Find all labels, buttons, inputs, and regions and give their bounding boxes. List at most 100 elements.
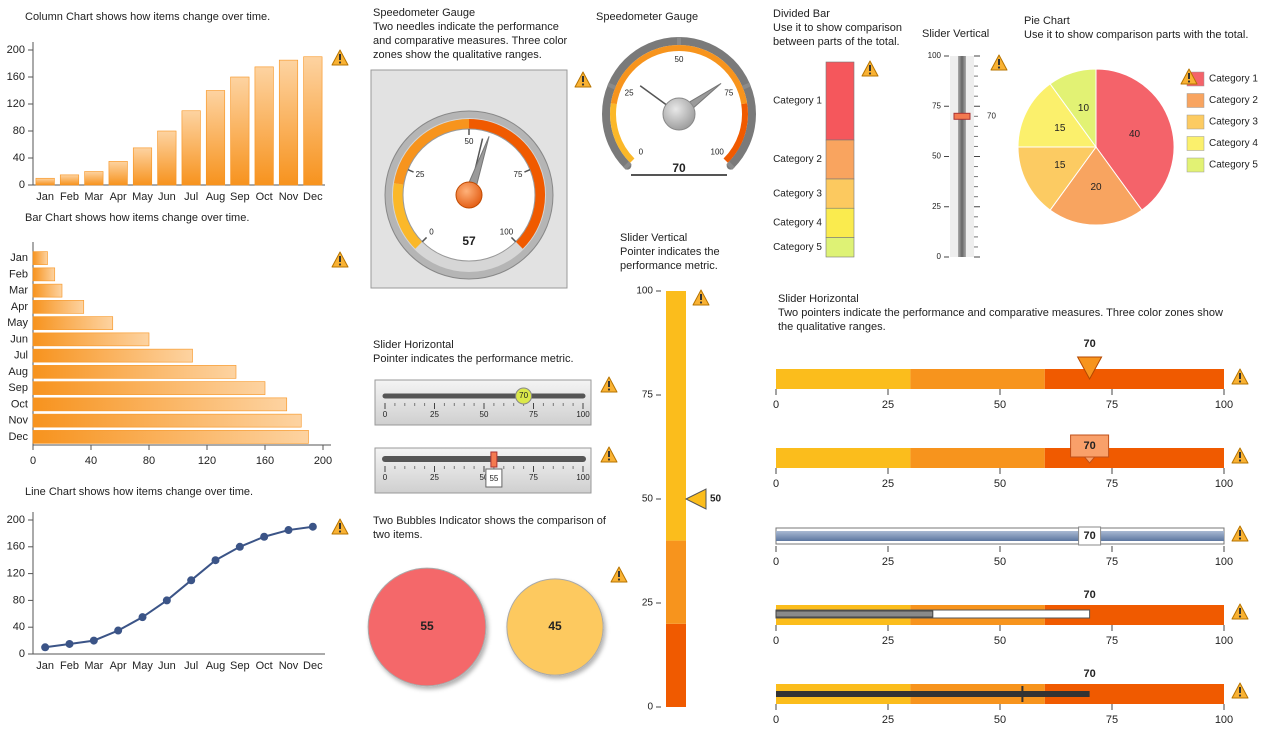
warning-dot (338, 263, 342, 266)
pie-slice (1017, 146, 1097, 211)
gauge-tick-label: 0 (639, 147, 644, 156)
warning-mark (998, 59, 1000, 65)
tick-label: 0 (773, 556, 779, 568)
y-tick-label: 0 (19, 179, 25, 191)
point (138, 613, 147, 622)
bubble (367, 567, 487, 687)
gauge-value: 57 (462, 234, 476, 248)
gauge-tick-label: 50 (465, 137, 474, 146)
widget-title: Speedometer Gauge (596, 11, 699, 23)
y-tick-label: Jan (10, 252, 28, 264)
x-tick-label: May (132, 191, 153, 203)
warning-dot (1238, 459, 1242, 462)
warning-dot (1187, 80, 1191, 83)
segment (825, 61, 855, 141)
slider-track (958, 56, 966, 257)
warning-dot (1238, 615, 1242, 618)
warning-mark (1239, 608, 1241, 614)
legend-label: Category 1 (1209, 74, 1258, 85)
bar (254, 66, 274, 186)
x-tick-label: 40 (85, 455, 97, 467)
tick-label: 25 (642, 598, 654, 609)
gauge-tick-label: 100 (500, 228, 514, 237)
warning-mark (700, 294, 702, 300)
gauge-tick (421, 236, 428, 243)
warning-mark (608, 381, 610, 387)
y-tick-label: Sep (8, 382, 28, 394)
legend-label: Category 4 (1209, 138, 1258, 149)
bubble (506, 578, 604, 676)
tick-label: 100 (928, 51, 942, 60)
gauge-tick-label: 25 (625, 88, 634, 97)
legend-swatch (1186, 93, 1205, 108)
warning-mark (1239, 530, 1241, 536)
warning-icon (1231, 447, 1249, 464)
point (41, 643, 50, 652)
slider-value: 70 (1083, 440, 1095, 452)
range (910, 448, 1045, 468)
slider-value: 70 (519, 391, 528, 400)
slider-pointer (1070, 434, 1110, 458)
gauge-tick (726, 161, 735, 170)
tick-label: 0 (773, 478, 779, 490)
x-tick-label: Aug (206, 660, 226, 672)
y-tick-label: 120 (7, 98, 25, 110)
x-tick-label: Dec (303, 660, 323, 672)
widget-subtitle: Two pointers indicate the performance an… (778, 307, 1223, 333)
x-tick-label: Mar (84, 660, 103, 672)
slider-value: 70 (1083, 668, 1095, 680)
bubble-label: 45 (548, 619, 562, 633)
x-tick-label: Apr (110, 191, 127, 203)
warning-dot (338, 530, 342, 533)
segment (825, 178, 855, 209)
y-tick-label: May (7, 317, 28, 329)
category-label: Category 1 (773, 96, 822, 107)
slider-value-box (485, 468, 503, 488)
gauge-range (610, 45, 748, 105)
category-label: Category 3 (773, 188, 822, 199)
warning-icon (1180, 68, 1198, 85)
warning-dot (581, 83, 585, 86)
gauge-range (393, 183, 423, 249)
warning-dot (997, 66, 1001, 69)
x-tick-label: 0 (30, 455, 36, 467)
y-tick-label: Dec (8, 431, 28, 443)
legend-label: Category 5 (1209, 160, 1258, 171)
pie-slice (1095, 68, 1175, 211)
x-tick-label: Nov (279, 660, 299, 672)
gauge-tick-label: 0 (429, 228, 434, 237)
legend-swatch (1186, 157, 1205, 173)
pie-label: 40 (1129, 129, 1141, 140)
legend-swatch (1186, 114, 1205, 130)
x-tick-label: Mar (84, 191, 103, 203)
tick-label: 0 (383, 473, 388, 482)
value-bar (776, 691, 1090, 697)
point (162, 596, 171, 605)
category-label: Category 2 (773, 154, 822, 165)
widget-title: Bar Chart shows how items change over ti… (25, 212, 250, 224)
tick-label: 50 (994, 635, 1006, 647)
point (89, 636, 98, 645)
y-tick-label: 160 (7, 71, 25, 83)
bar (32, 283, 63, 298)
bar (205, 90, 226, 186)
gauge-range (468, 119, 545, 249)
range (1044, 684, 1224, 704)
widget-title: Slider Vertical (922, 28, 990, 40)
legend-label: Category 3 (1209, 117, 1258, 128)
x-tick-label: Feb (60, 191, 79, 203)
gauge-tick-label: 75 (724, 88, 733, 97)
slider-pointer (490, 451, 498, 468)
y-tick-label: Nov (8, 415, 28, 427)
range (776, 448, 911, 468)
x-tick-label: Dec (303, 191, 323, 203)
slider-value: 70 (1083, 338, 1095, 350)
y-tick-label: 40 (13, 152, 25, 164)
segment (825, 139, 855, 180)
gauge-tick (524, 169, 531, 173)
tick-label: 50 (994, 556, 1006, 568)
gauge-tick-label: 25 (416, 170, 425, 179)
range (910, 369, 1045, 389)
warning-icon (1231, 368, 1249, 385)
gauge-tick-label: 100 (711, 147, 725, 156)
